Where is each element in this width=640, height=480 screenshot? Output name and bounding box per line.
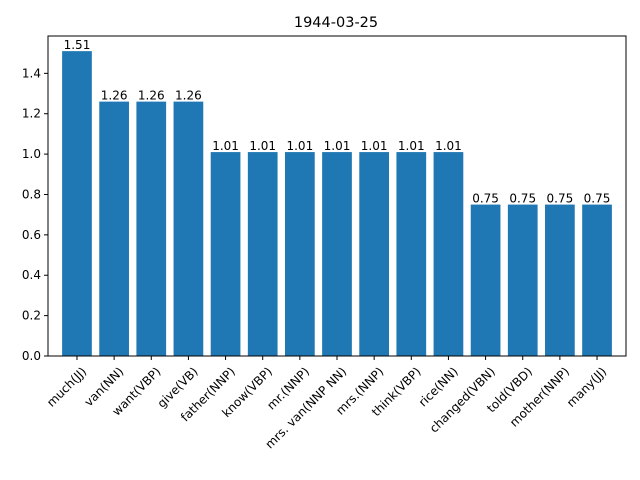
bar-value-label: 0.75 xyxy=(584,192,611,206)
bar-value-label: 1.01 xyxy=(435,139,462,153)
axes-frame xyxy=(47,35,627,357)
bar-value-label: 1.26 xyxy=(175,89,202,103)
bar xyxy=(247,152,278,356)
bar xyxy=(470,204,501,356)
y-tick-label: 1.0 xyxy=(22,147,41,161)
bar-value-label: 1.26 xyxy=(138,89,165,103)
bar xyxy=(210,152,241,356)
bar xyxy=(284,152,315,356)
bar-value-label: 0.75 xyxy=(509,192,536,206)
bar-value-label: 1.01 xyxy=(398,139,425,153)
bar xyxy=(396,152,427,356)
bar-value-label: 1.01 xyxy=(324,139,351,153)
bar-value-label: 1.26 xyxy=(101,89,128,103)
y-tick-label: 1.4 xyxy=(22,66,41,80)
bar-value-label: 0.75 xyxy=(547,192,574,206)
bar-value-label: 1.51 xyxy=(64,38,91,52)
bar xyxy=(545,204,575,356)
y-tick-label: 0.2 xyxy=(22,309,41,323)
bar xyxy=(62,51,92,356)
y-tick-label: 1.2 xyxy=(22,107,41,121)
bar-value-label: 0.75 xyxy=(472,192,499,206)
y-tick-label: 0.0 xyxy=(22,349,41,363)
bar xyxy=(173,101,204,356)
bar xyxy=(322,152,352,356)
bar-value-label: 1.01 xyxy=(361,139,388,153)
bar xyxy=(507,204,538,356)
y-tick-label: 0.6 xyxy=(22,228,41,242)
chart-title: 1944-03-25 xyxy=(294,15,378,31)
bar-value-label: 1.01 xyxy=(212,139,239,153)
y-tick-label: 0.4 xyxy=(22,268,41,282)
bar-value-label: 1.01 xyxy=(286,139,313,153)
bar-value-label: 1.01 xyxy=(249,139,276,153)
bar xyxy=(433,152,464,356)
bar xyxy=(359,152,390,356)
bar xyxy=(99,101,129,356)
bar-labels-group: 1.51 1.26 1.26 1.26 1.01 1.01 1.01 1.01 1.01 1.01… xyxy=(64,38,611,205)
y-axis: 0.0 0.2 0.4 0.6 0.8 1.0 1.2 1.4 xyxy=(22,66,48,363)
bar xyxy=(136,101,167,356)
bar xyxy=(582,204,612,356)
y-tick-label: 0.8 xyxy=(22,187,41,201)
bars-group xyxy=(62,51,612,356)
